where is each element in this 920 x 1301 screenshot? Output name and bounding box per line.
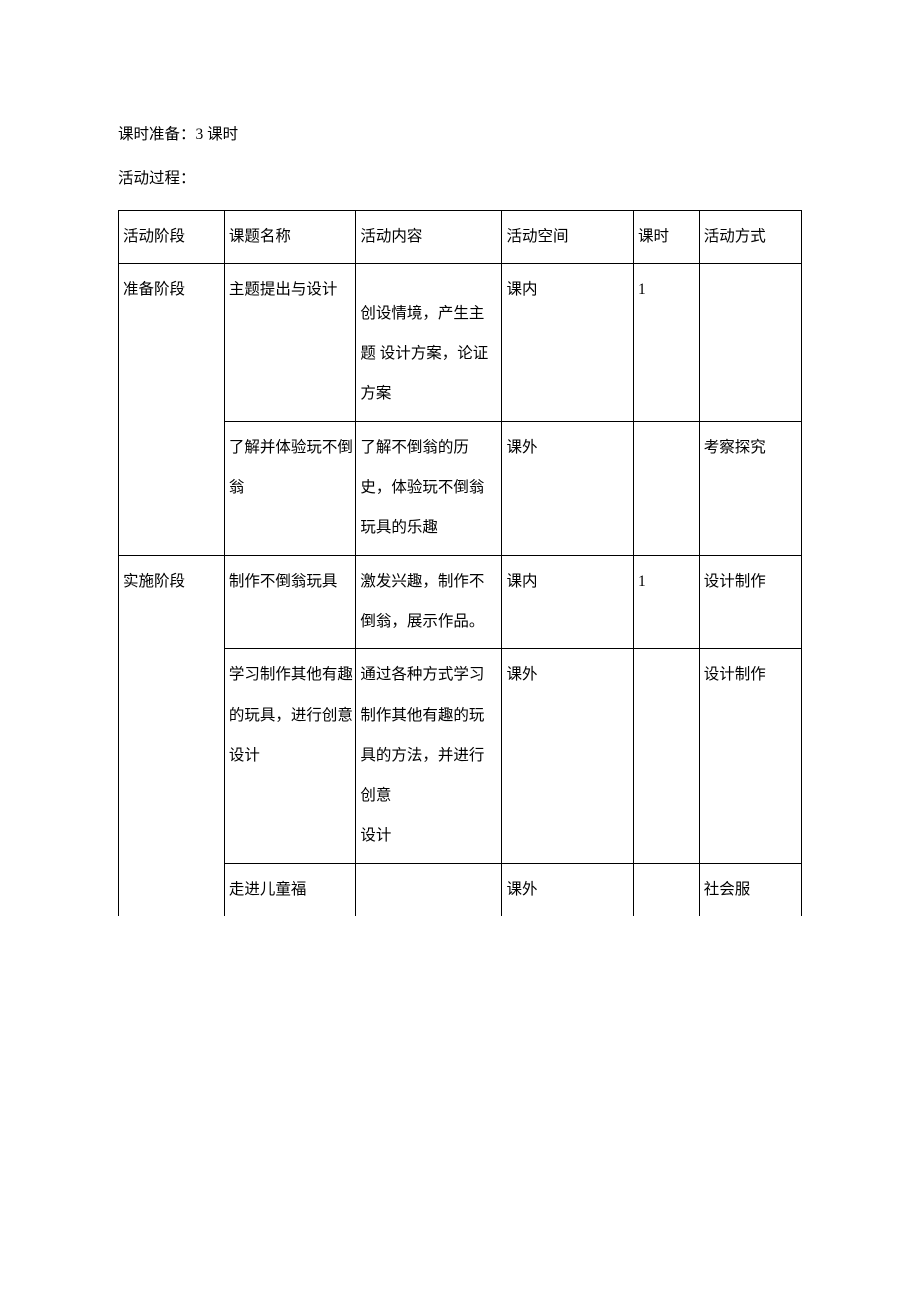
- cell-mode: [699, 263, 801, 421]
- cell-hours: [633, 649, 699, 863]
- header-mode: 活动方式: [699, 210, 801, 263]
- activity-table: 活动阶段 课题名称 活动内容 活动空间 课时 活动方式 准备阶段 主题提出与设计…: [118, 210, 802, 916]
- cell-mode: 设计制作: [699, 555, 801, 649]
- header-content: 活动内容: [356, 210, 502, 263]
- cell-stage: 准备阶段: [119, 263, 225, 555]
- cell-topic: 制作不倒翁玩具: [224, 555, 355, 649]
- cell-mode: 设计制作: [699, 649, 801, 863]
- cell-stage: 实施阶段: [119, 555, 225, 916]
- cell-hours: [633, 863, 699, 916]
- header-stage: 活动阶段: [119, 210, 225, 263]
- cell-space: 课外: [502, 649, 633, 863]
- cell-hours: [633, 421, 699, 555]
- cell-content: 通过各种方式学习制作其他有趣的玩具的方法，并进行创意 设计: [356, 649, 502, 863]
- cell-space: 课外: [502, 863, 633, 916]
- table-header-row: 活动阶段 课题名称 活动内容 活动空间 课时 活动方式: [119, 210, 802, 263]
- cell-content: [356, 863, 502, 916]
- cell-content: 了解不倒翁的历史，体验玩不倒翁玩具的乐趣: [356, 421, 502, 555]
- intro-line-1: 课时准备：3 课时: [118, 115, 802, 155]
- cell-topic: 主题提出与设计: [224, 263, 355, 421]
- document-page: 课时准备：3 课时 活动过程： 活动阶段 课题名称 活动内容 活动空间 课时 活…: [0, 0, 920, 1301]
- cell-space: 课内: [502, 263, 633, 421]
- cell-topic: 走进儿童福: [224, 863, 355, 916]
- cell-mode: 考察探究: [699, 421, 801, 555]
- header-topic: 课题名称: [224, 210, 355, 263]
- intro-line-2: 活动过程：: [118, 159, 802, 199]
- cell-content: 激发兴趣，制作不倒翁，展示作品。: [356, 555, 502, 649]
- cell-topic: 学习制作其他有趣的玩具，进行创意设计: [224, 649, 355, 863]
- cell-content: 创设情境，产生主题 设计方案，论证方案: [356, 263, 502, 421]
- cell-topic: 了解并体验玩不倒翁: [224, 421, 355, 555]
- table-row: 准备阶段 主题提出与设计 创设情境，产生主题 设计方案，论证方案 课内 1: [119, 263, 802, 421]
- cell-space: 课外: [502, 421, 633, 555]
- header-space: 活动空间: [502, 210, 633, 263]
- cell-space: 课内: [502, 555, 633, 649]
- cell-hours: 1: [633, 263, 699, 421]
- cell-mode: 社会服: [699, 863, 801, 916]
- table-row: 实施阶段 制作不倒翁玩具 激发兴趣，制作不倒翁，展示作品。 课内 1 设计制作: [119, 555, 802, 649]
- header-hours: 课时: [633, 210, 699, 263]
- cell-hours: 1: [633, 555, 699, 649]
